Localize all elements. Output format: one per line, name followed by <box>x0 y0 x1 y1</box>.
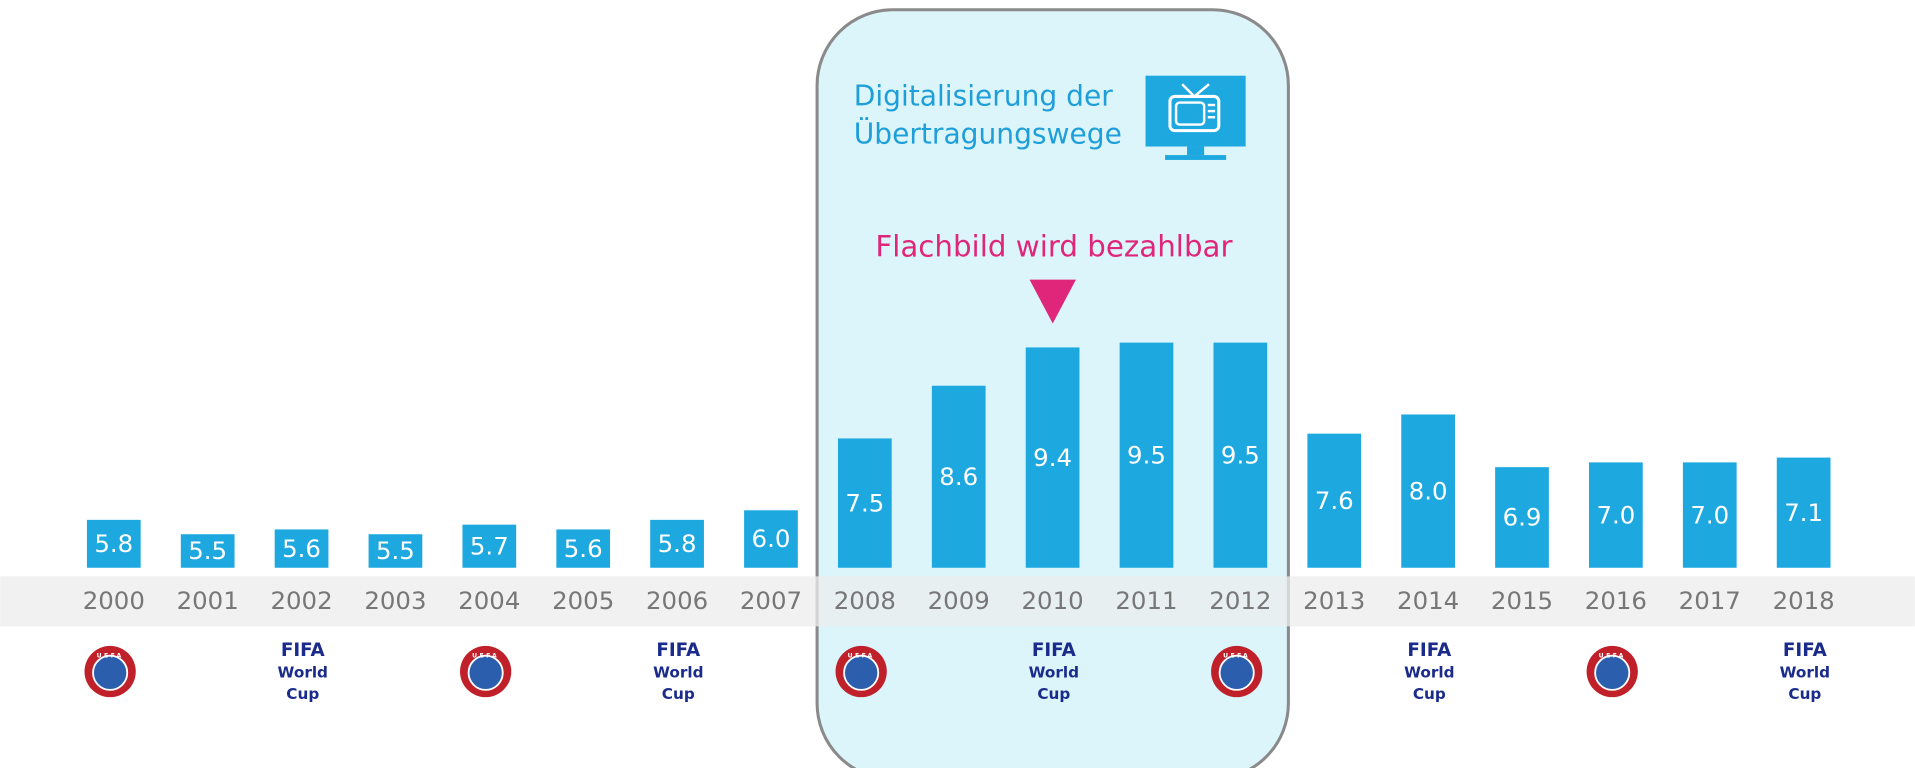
bar <box>368 534 423 568</box>
event-label: World <box>1780 663 1830 681</box>
bar <box>1682 462 1737 568</box>
event-label: Cup <box>286 685 319 703</box>
bar <box>1307 433 1362 568</box>
uefa-logo: UEFA <box>1211 645 1263 698</box>
value-label: 8.6 <box>939 462 978 491</box>
annotation-arrow <box>1029 279 1076 324</box>
value-label: 7.0 <box>1596 500 1635 529</box>
event-label: FIFA <box>1407 640 1452 661</box>
event-label: Cup <box>1788 685 1821 703</box>
event-label: Cup <box>1413 685 1446 703</box>
uefa-logo: UEFA <box>835 645 887 698</box>
bar <box>1119 342 1174 568</box>
value-label: 9.5 <box>1127 440 1166 469</box>
uefa-logo: UEFA <box>460 645 512 698</box>
bar <box>462 524 517 568</box>
value-label: 5.6 <box>282 534 321 563</box>
event-label: World <box>1029 663 1079 681</box>
value-label: 5.5 <box>188 536 227 565</box>
bar <box>650 519 704 568</box>
x-tick-label: 2018 <box>1773 586 1835 615</box>
bar <box>744 510 798 568</box>
event-label: FIFA <box>656 640 701 661</box>
x-tick-label: 2006 <box>646 586 708 615</box>
bar <box>837 438 892 568</box>
logo-inner <box>467 654 504 691</box>
uefa-logo: UEFA <box>1586 645 1638 698</box>
value-label: 6.0 <box>752 524 791 553</box>
x-tick-label: 2007 <box>740 586 802 615</box>
x-tick-label: 2008 <box>834 586 896 615</box>
value-label: 5.5 <box>376 536 415 565</box>
year-band <box>0 576 1915 627</box>
logo-inner <box>1594 654 1631 691</box>
logo-text: UEFA <box>1599 653 1626 660</box>
x-tick-label: 2009 <box>928 586 990 615</box>
x-tick-label: 2000 <box>83 586 145 615</box>
value-label: 5.8 <box>658 529 697 558</box>
logo-inner <box>92 654 129 691</box>
logo-text: UEFA <box>97 653 124 660</box>
x-tick-label: 2003 <box>364 586 426 615</box>
x-tick-label: 2013 <box>1303 586 1365 615</box>
x-tick-label: 2016 <box>1585 586 1647 615</box>
uefa-logo: UEFA <box>84 645 136 698</box>
value-label: 9.5 <box>1221 440 1260 469</box>
value-label: 5.8 <box>94 529 133 558</box>
bar <box>86 519 141 568</box>
bar <box>1213 342 1268 568</box>
logo-inner <box>843 654 880 691</box>
x-tick-label: 2004 <box>458 586 520 615</box>
bar <box>1776 457 1831 568</box>
value-label: 7.6 <box>1315 486 1354 515</box>
x-tick-label: 2010 <box>1022 586 1084 615</box>
logo-text: UEFA <box>472 653 499 660</box>
logo-text: UEFA <box>848 653 875 660</box>
value-label: 5.7 <box>470 531 509 560</box>
bar <box>1589 462 1643 568</box>
event-label: World <box>1404 663 1454 681</box>
logo-inner <box>1218 654 1255 691</box>
event-label: World <box>653 663 703 681</box>
annotation: Flachbild wird bezahlbar <box>875 229 1233 263</box>
x-tick-label: 2017 <box>1679 586 1741 615</box>
tv-icon <box>1145 75 1246 160</box>
x-tick-label: 2011 <box>1115 586 1177 615</box>
x-tick-label: 2002 <box>270 586 332 615</box>
highlight-title: Übertragungswege <box>854 117 1122 151</box>
value-label: 5.6 <box>564 534 603 563</box>
bar <box>556 529 611 568</box>
bar <box>1401 414 1455 568</box>
event-label: FIFA <box>1032 640 1077 661</box>
highlight-title: Digitalisierung der <box>854 80 1114 113</box>
event-label: FIFA <box>281 640 326 661</box>
value-label: 7.0 <box>1690 500 1729 529</box>
x-tick-label: 2001 <box>177 586 239 615</box>
bar <box>180 534 235 568</box>
bar <box>274 529 329 568</box>
value-label: 7.1 <box>1784 498 1823 527</box>
x-tick-label: 2014 <box>1397 586 1459 615</box>
bar <box>1025 347 1080 568</box>
event-label: Cup <box>662 685 695 703</box>
event-label: World <box>278 663 328 681</box>
value-label: 9.4 <box>1033 443 1072 472</box>
value-label: 7.5 <box>845 488 884 517</box>
logo-text: UEFA <box>1223 653 1250 660</box>
x-tick-label: 2005 <box>552 586 614 615</box>
event-label: FIFA <box>1783 640 1828 661</box>
x-tick-label: 2012 <box>1209 586 1271 615</box>
value-label: 8.0 <box>1409 476 1448 505</box>
bar <box>1495 467 1549 568</box>
value-label: 6.9 <box>1503 503 1542 532</box>
x-tick-label: 2015 <box>1491 586 1553 615</box>
event-label: Cup <box>1037 685 1070 703</box>
bar <box>931 385 986 568</box>
